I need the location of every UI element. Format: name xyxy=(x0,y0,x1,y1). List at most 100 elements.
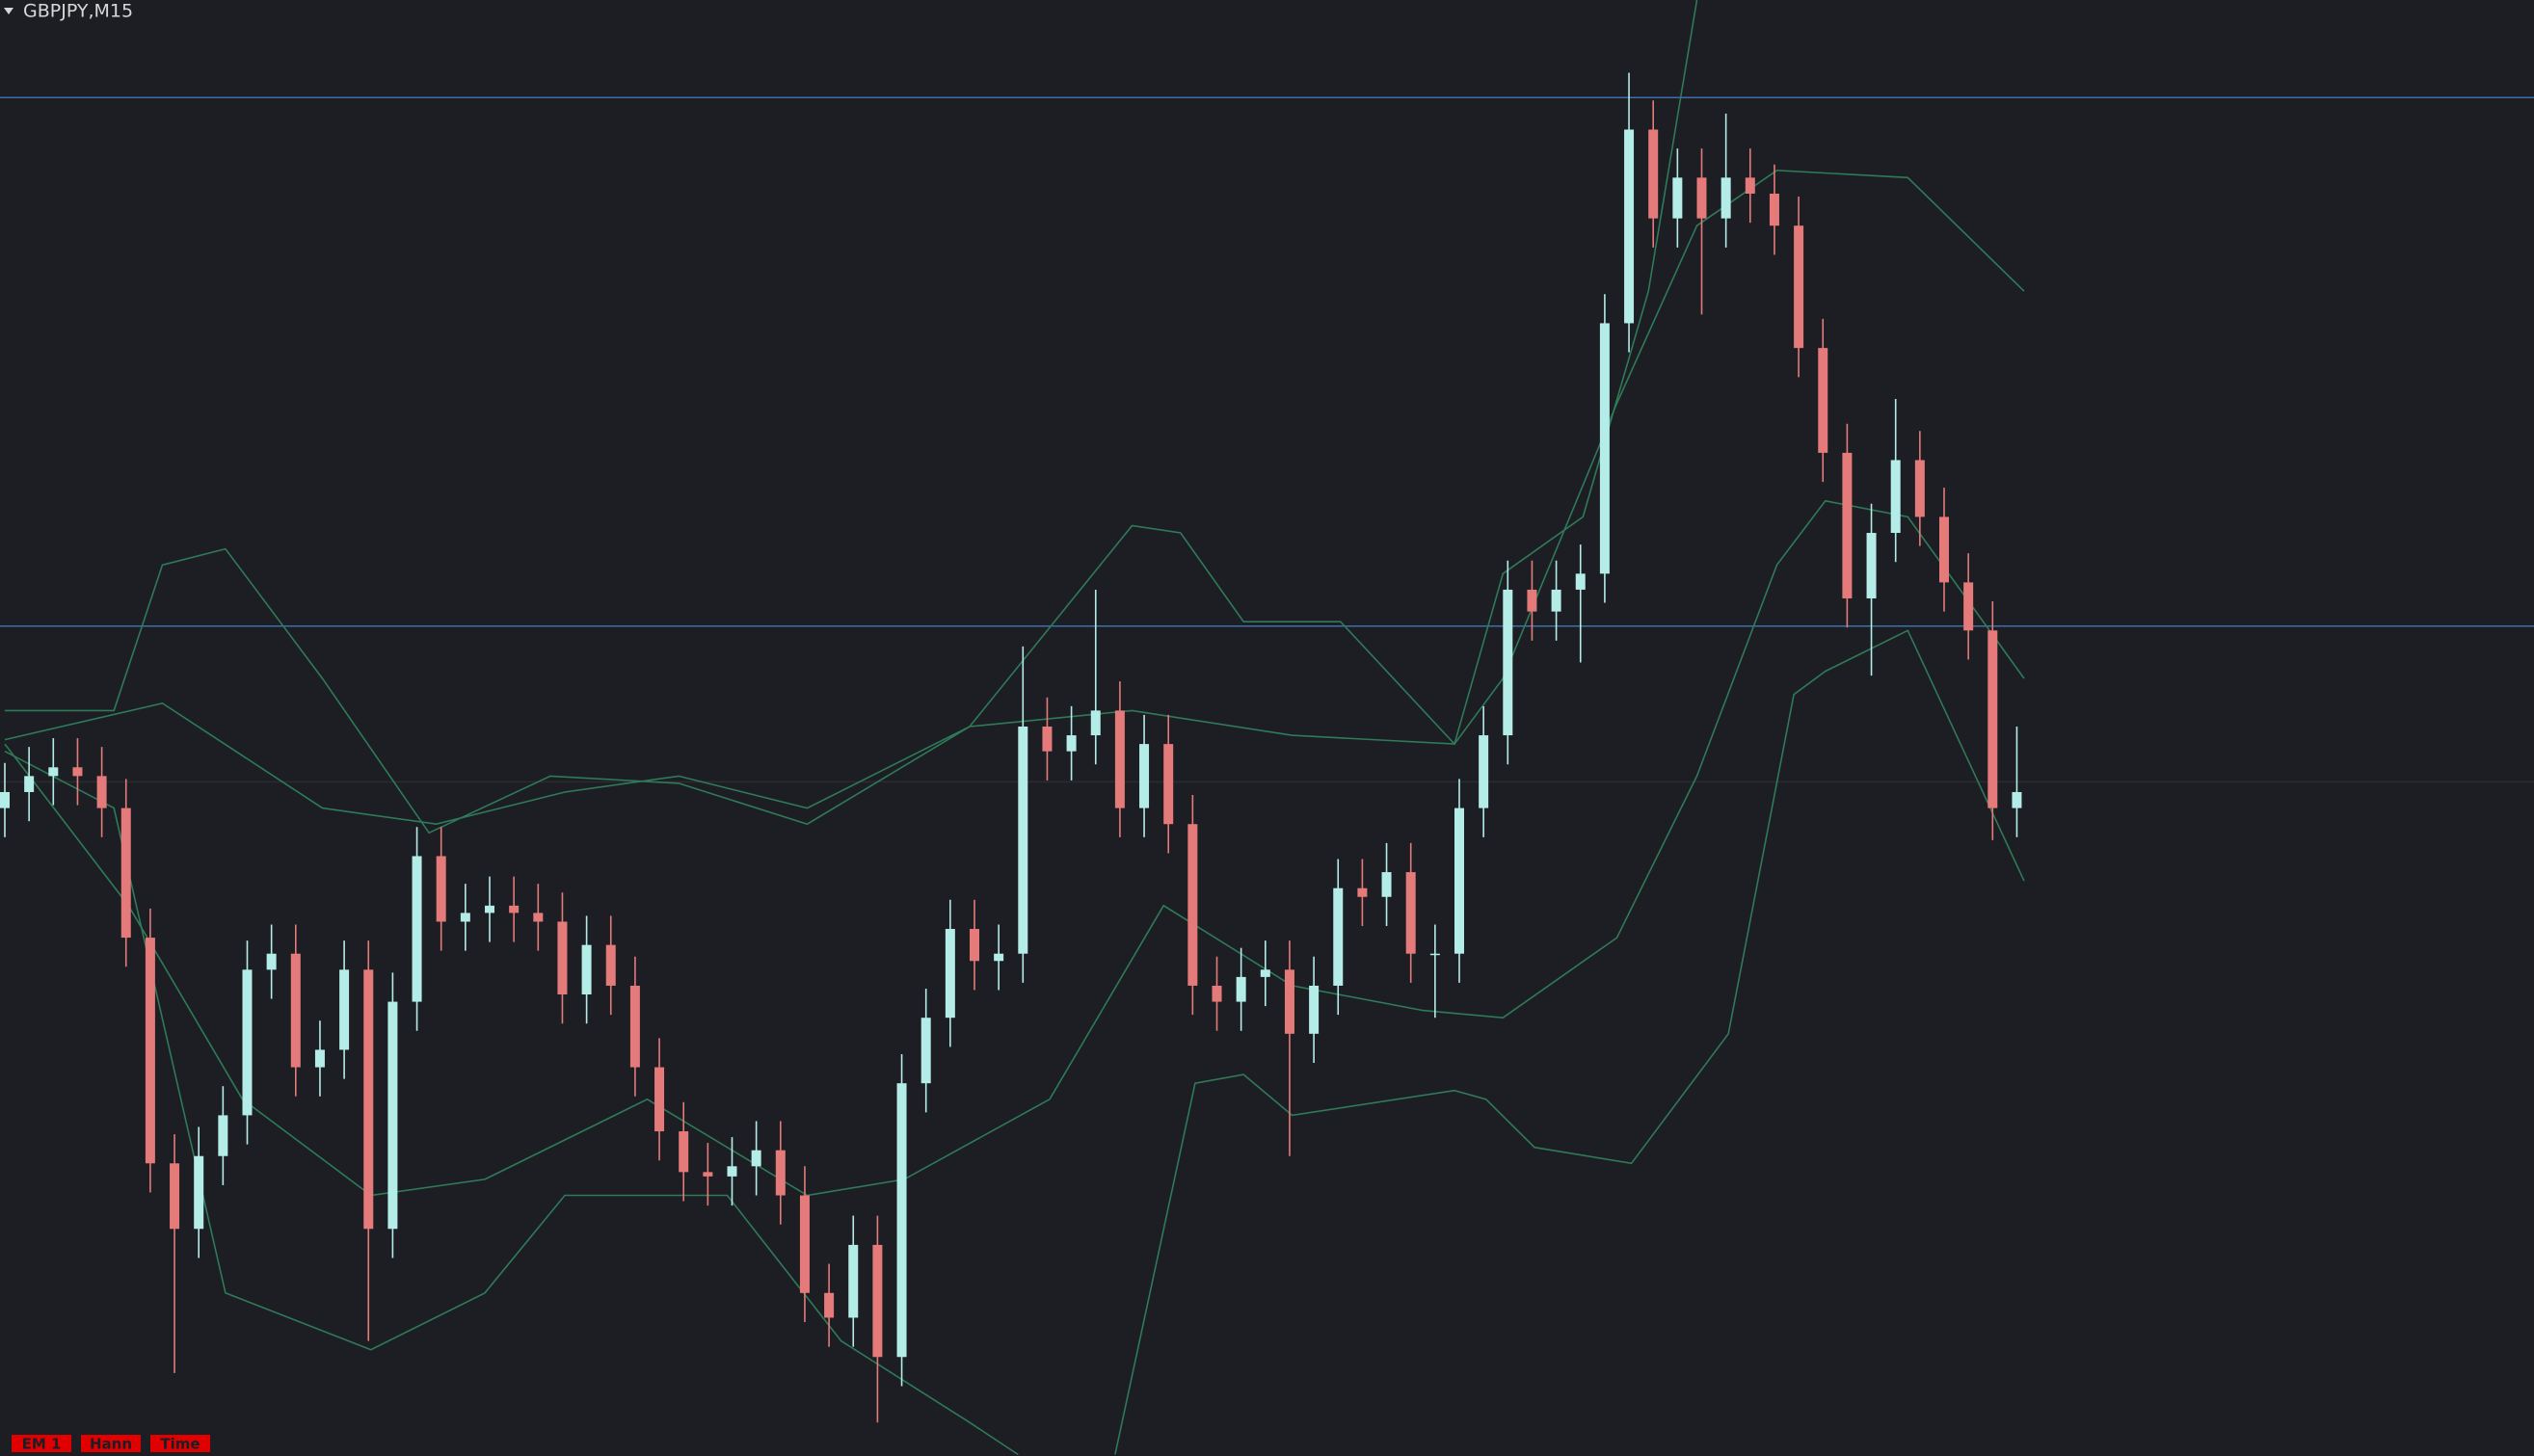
candle-body xyxy=(1090,710,1101,736)
tag-box xyxy=(150,1435,210,1452)
candle-body xyxy=(1527,589,1537,612)
tag-box xyxy=(81,1435,141,1452)
candle-body xyxy=(170,1163,180,1230)
candle-body xyxy=(799,1195,810,1293)
candle-body xyxy=(1309,985,1320,1034)
candle-body xyxy=(1163,744,1174,825)
candle-body xyxy=(24,776,35,792)
candle-body xyxy=(1720,177,1731,219)
candle-body xyxy=(1818,348,1828,453)
candle-body xyxy=(1066,735,1077,752)
candle-body xyxy=(1866,533,1877,599)
candle-body xyxy=(120,807,131,939)
indicator-tags: EM 1 Hann Time xyxy=(12,1435,210,1453)
candle-body xyxy=(290,953,301,1068)
candle-body xyxy=(533,913,544,922)
candle-body xyxy=(96,776,107,808)
candle-body xyxy=(1503,589,1513,736)
candle-body xyxy=(509,905,520,913)
candle-body xyxy=(824,1292,835,1318)
candle-body xyxy=(1236,976,1246,1002)
candle-body xyxy=(848,1244,859,1318)
candle-body xyxy=(557,921,568,995)
candle-body xyxy=(1914,460,1925,517)
candle-body xyxy=(1672,177,1683,219)
candle-body xyxy=(896,1083,907,1358)
candle-body xyxy=(1212,985,1222,1002)
tag-label: EM 1 xyxy=(22,1436,62,1453)
candle-body xyxy=(314,1049,325,1068)
candle-body xyxy=(436,856,446,922)
candle-body xyxy=(1381,872,1392,897)
candle-body xyxy=(1187,824,1198,986)
candle-body xyxy=(1648,129,1659,219)
candle-body xyxy=(72,767,83,777)
candle-body xyxy=(775,1150,786,1196)
menu-arrow[interactable] xyxy=(4,8,13,14)
candle-body xyxy=(945,929,955,1019)
candle-body xyxy=(1575,573,1586,590)
tag-label: Hann xyxy=(90,1436,132,1453)
candle-body xyxy=(1890,460,1901,534)
candle-body xyxy=(218,1115,228,1156)
candle-body xyxy=(581,944,592,995)
candle-body xyxy=(145,938,155,1164)
candle-body xyxy=(1794,225,1804,349)
candle-body xyxy=(1357,887,1368,897)
candle-body xyxy=(1405,872,1416,954)
candle-body xyxy=(872,1244,883,1358)
candle-body xyxy=(387,1001,398,1230)
candle-body xyxy=(1624,129,1635,324)
candle-body xyxy=(1842,452,1853,599)
candle-body xyxy=(1745,177,1755,194)
candle-body xyxy=(1429,953,1440,956)
candle-body xyxy=(1260,969,1270,977)
candle-body xyxy=(970,929,979,962)
candle-body xyxy=(1696,177,1707,219)
candle-body xyxy=(0,791,10,808)
candle-body xyxy=(679,1131,689,1173)
candle-body xyxy=(485,905,494,913)
tag-label: Time xyxy=(160,1436,200,1453)
candle-body xyxy=(654,1067,665,1132)
candle-body xyxy=(1769,193,1779,226)
candle-body xyxy=(48,767,59,777)
candle-body xyxy=(242,969,253,1116)
candle-body xyxy=(460,913,470,922)
candle-body xyxy=(1284,969,1294,1034)
candle-body xyxy=(751,1150,761,1167)
candle-body xyxy=(1114,710,1125,808)
candle-body xyxy=(339,969,350,1050)
candle-body xyxy=(1551,589,1561,612)
levels xyxy=(0,96,2534,783)
candle-body xyxy=(629,985,640,1068)
candle-body xyxy=(994,953,1004,962)
candle-body xyxy=(1599,323,1610,574)
candle-body xyxy=(1939,516,1949,583)
band-line xyxy=(4,750,1019,1456)
candle-body xyxy=(703,1172,713,1177)
candle-body xyxy=(1479,735,1489,808)
candle-body xyxy=(920,1018,931,1084)
candle-body xyxy=(1018,726,1028,954)
candle-body xyxy=(412,856,422,1002)
candle-body xyxy=(194,1155,204,1230)
candle-body xyxy=(1139,744,1150,808)
tag-box xyxy=(12,1435,71,1452)
candle-body xyxy=(2012,791,2022,808)
candle-body xyxy=(1454,807,1464,954)
candles xyxy=(0,72,2022,1423)
chart-title: GBPJPY,M15 xyxy=(23,1,133,22)
candle-body xyxy=(363,969,374,1230)
candle-body xyxy=(1042,726,1053,752)
candle-body xyxy=(1963,582,1974,631)
band-line xyxy=(1114,629,2025,1455)
candle-body xyxy=(1987,630,1998,808)
candle-body xyxy=(266,953,277,970)
candle-body xyxy=(727,1166,737,1177)
candle-body xyxy=(605,944,616,986)
candle-body xyxy=(1333,887,1344,986)
